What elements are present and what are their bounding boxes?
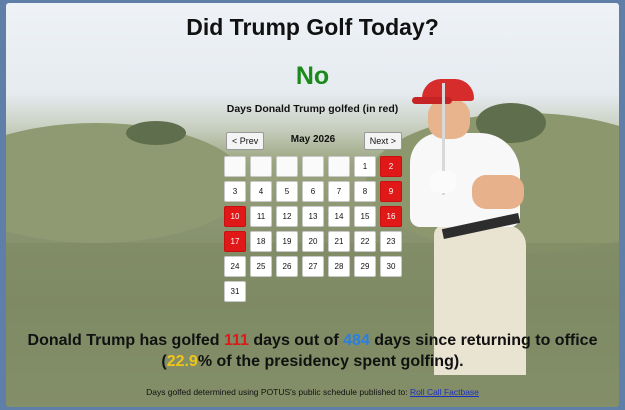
calendar-day: 19 xyxy=(276,231,298,252)
calendar-day: 12 xyxy=(276,206,298,227)
calendar-day: 15 xyxy=(354,206,376,227)
stats-prefix: Donald Trump has golfed xyxy=(27,332,224,349)
page-title: Did Trump Golf Today? xyxy=(186,14,439,40)
calendar-day: 25 xyxy=(250,256,272,277)
calendar-day: 18 xyxy=(250,231,272,252)
golf-club xyxy=(442,83,445,195)
golfer-pants xyxy=(434,225,526,375)
calendar-day: 1 xyxy=(354,156,376,177)
calendar-day: 14 xyxy=(328,206,350,227)
calendar-day: 27 xyxy=(302,256,324,277)
calendar-day-golfed: 9 xyxy=(380,181,402,202)
calendar-day: 7 xyxy=(328,181,350,202)
golf-stats: Donald Trump has golfed 111 days out of … xyxy=(14,330,611,372)
calendar-caption: Days Donald Trump golfed (in red) xyxy=(226,103,399,115)
background-tree xyxy=(126,121,186,145)
calendar-day: 28 xyxy=(328,256,350,277)
calendar-day-golfed: 16 xyxy=(380,206,402,227)
prev-month-button[interactable]: < Prev xyxy=(226,132,265,150)
golfer-image xyxy=(402,75,534,375)
calendar-day: 21 xyxy=(328,231,350,252)
calendar-day: 6 xyxy=(302,181,324,202)
calendar-day: 5 xyxy=(276,181,298,202)
calendar-blank-cell xyxy=(328,156,350,177)
calendar-day: 13 xyxy=(302,206,324,227)
background-photo xyxy=(6,3,619,407)
calendar-day: 23 xyxy=(380,231,402,252)
days-golfed-count: 111 xyxy=(223,332,249,349)
calendar-blank-cell xyxy=(224,156,246,177)
answer-text: No xyxy=(295,62,330,90)
calendar-day: 29 xyxy=(354,256,376,277)
golfer-cap-brim xyxy=(412,97,452,104)
calendar-day: 26 xyxy=(276,256,298,277)
calendar-blank-cell xyxy=(276,156,298,177)
month-label: May 2026 xyxy=(290,134,336,145)
days-total-count: 484 xyxy=(343,332,370,349)
calendar-day: 4 xyxy=(250,181,272,202)
calendar-day-golfed: 2 xyxy=(380,156,402,177)
calendar-day: 11 xyxy=(250,206,272,227)
calendar-day: 8 xyxy=(354,181,376,202)
calendar-day: 20 xyxy=(302,231,324,252)
calendar-blank-cell xyxy=(302,156,324,177)
stats-suffix-b: % of the presidency spent golfing). xyxy=(197,353,464,370)
calendar-day: 3 xyxy=(224,181,246,202)
golf-percentage: 22.9 xyxy=(166,353,198,370)
calendar-day-golfed: 10 xyxy=(224,206,246,227)
golfer-arm xyxy=(472,175,524,209)
footer-text: Days golfed determined using POTUS's pub… xyxy=(146,387,410,397)
stats-suffix-a: days since returning to office ( xyxy=(161,332,598,370)
calendar-day: 31 xyxy=(224,281,246,302)
background-hill xyxy=(6,123,246,243)
stats-middle: days out of xyxy=(248,332,344,349)
calendar-grid: 1 2 3 4 5 6 7 8 9 10 11 12 13 14 15 16 17 18 19 20 21 22 23 24 2… xyxy=(224,156,402,302)
golfer-face xyxy=(428,99,470,139)
calendar-header: < Prev May 2026 Next > xyxy=(224,132,402,150)
footer: Days golfed determined using POTUS's pub… xyxy=(0,387,625,397)
calendar-blank-cell xyxy=(250,156,272,177)
roll-call-factbase-link[interactable]: Roll Call Factbase xyxy=(409,387,479,397)
golf-glove xyxy=(430,171,456,193)
calendar-day: 22 xyxy=(354,231,376,252)
calendar-day-golfed: 17 xyxy=(224,231,246,252)
calendar-day: 30 xyxy=(380,256,402,277)
golfer-cap xyxy=(422,79,474,101)
next-month-button[interactable]: Next > xyxy=(363,132,402,150)
calendar-day: 24 xyxy=(224,256,246,277)
